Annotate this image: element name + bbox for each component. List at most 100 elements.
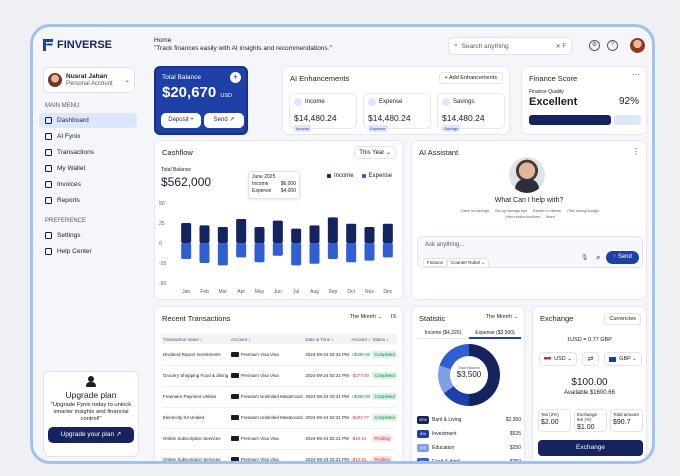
sidebar-item-settings[interactable]: Settings xyxy=(39,228,137,243)
header-avatar[interactable] xyxy=(630,38,645,53)
x-tick-label: May xyxy=(255,289,265,295)
expense-bar[interactable] xyxy=(254,243,265,263)
expense-bar[interactable] xyxy=(291,243,302,266)
to-currency-select[interactable]: GBP ⌄ xyxy=(604,352,642,366)
send-message-button[interactable]: ↑ Send xyxy=(606,251,639,264)
suggestion-chip[interactable]: View review invoices xyxy=(505,215,541,219)
expense-bar[interactable] xyxy=(272,243,283,256)
help-icon xyxy=(45,248,52,255)
column-header[interactable]: Amount ↕ xyxy=(349,334,371,344)
sidebar-item-label: Reports xyxy=(57,197,80,204)
preference-menu: Settings Help Center xyxy=(39,228,137,259)
expense-bar[interactable] xyxy=(346,243,357,263)
table-row[interactable]: Online Subscription Services Premium Visa… xyxy=(161,428,397,450)
column-header[interactable]: Date & Time ↕ xyxy=(303,334,350,344)
ask-input[interactable]: Ask anything... Finance Counter Rubel ⌄ … xyxy=(417,236,643,268)
exchange-amount[interactable]: $100.00 xyxy=(571,377,608,388)
help-icon[interactable]: ? xyxy=(607,40,618,51)
category-amount: $250 xyxy=(509,458,521,464)
expense-bar[interactable] xyxy=(309,243,320,264)
chart-tooltip: June 2025 Income $6,000 Expense $4,000 xyxy=(248,171,300,199)
expense-bar[interactable] xyxy=(199,243,210,263)
send-button[interactable]: Send ↗ xyxy=(204,113,244,128)
add-enhancements-button[interactable]: + Add Enhancements xyxy=(438,72,503,84)
expense-bar[interactable] xyxy=(217,243,228,266)
extra-filter[interactable]: IS xyxy=(390,314,396,320)
suggestion-chip[interactable]: More xyxy=(546,215,555,219)
enhancement-expense[interactable]: Expense $14,480.24 Expense xyxy=(363,93,431,133)
income-bar[interactable] xyxy=(382,223,393,243)
status-badge: Pending xyxy=(372,434,392,443)
income-bar[interactable] xyxy=(291,228,302,243)
sidebar-item-label: Help Center xyxy=(57,248,92,255)
income-bar[interactable] xyxy=(217,227,228,243)
upgrade-title: Upgrade plan xyxy=(65,390,117,400)
column-header[interactable]: Transaction name ↕ xyxy=(161,334,229,344)
enhancement-savings[interactable]: Savings $14,480.24 Savings xyxy=(437,93,505,133)
more-icon[interactable]: ··· xyxy=(632,70,640,79)
profile-switcher[interactable]: Nusrat Jahan Personal Account ⌄ xyxy=(43,67,135,93)
add-icon[interactable]: + xyxy=(230,72,241,83)
month-filter[interactable]: The Month ⌄ xyxy=(349,314,382,320)
income-bar[interactable] xyxy=(254,227,265,243)
expense-bar[interactable] xyxy=(181,243,192,259)
from-currency-select[interactable]: USD ⌄ xyxy=(539,352,577,366)
finance-chip[interactable]: Finance xyxy=(423,258,448,267)
expense-bar[interactable] xyxy=(364,243,375,261)
dashboard-icon xyxy=(45,117,52,124)
income-bar[interactable] xyxy=(199,225,210,243)
suggestion-chip[interactable]: Set up savings tips xyxy=(495,209,527,213)
transaction-name: Grocery Shopping Food & dining xyxy=(161,365,229,387)
income-bar[interactable] xyxy=(327,217,338,243)
income-bar[interactable] xyxy=(236,219,247,243)
sidebar-item-my-wallet[interactable]: My Wallet xyxy=(39,161,137,176)
sidebar-item-dashboard[interactable]: Dashboard xyxy=(39,113,137,128)
mic-icon[interactable]: 🎙 xyxy=(580,255,589,261)
sidebar-item-reports[interactable]: Reports xyxy=(39,193,137,208)
more-icon[interactable]: ⋮ xyxy=(632,147,640,156)
donut-label: Total balance xyxy=(457,366,481,370)
table-row[interactable]: Freenaire Payment Unities Freedom Unlimit… xyxy=(161,386,397,408)
suggestion-chip[interactable]: Explain to citizen xyxy=(532,209,562,213)
exchange-button[interactable]: Exchange xyxy=(538,440,643,456)
expense-bar[interactable] xyxy=(236,243,247,258)
model-select[interactable]: Counter Rubel ⌄ xyxy=(447,258,490,268)
column-header[interactable]: Status ↕ xyxy=(370,334,397,344)
suggestion-chip[interactable]: Save on savings xyxy=(461,209,490,213)
expense-bar[interactable] xyxy=(382,243,393,258)
currencies-button[interactable]: Currencies xyxy=(604,313,641,325)
table-row[interactable]: Dividend Report Investments Premium Visa … xyxy=(161,344,397,366)
suggestion-chip[interactable]: Fine tuning budget xyxy=(567,209,599,213)
table-row[interactable]: Electricity Kit Unitied Freedom Unlimited… xyxy=(161,407,397,429)
breadcrumb[interactable]: Home xyxy=(154,37,172,44)
income-bar[interactable] xyxy=(181,223,192,243)
sidebar-item-ai-fynix[interactable]: AI Fynix xyxy=(39,129,137,144)
deposit-button[interactable]: Deposit + xyxy=(161,113,201,128)
table-row[interactable]: Online Subscription Services Premium Visa… xyxy=(161,449,397,461)
attach-icon[interactable]: ⌀ xyxy=(596,255,600,261)
period-select[interactable]: This Year ⌄ xyxy=(354,146,396,159)
income-bar[interactable] xyxy=(272,220,283,243)
expense-bar[interactable] xyxy=(327,243,338,259)
income-bar[interactable] xyxy=(346,223,357,243)
category-percent: 6% xyxy=(417,457,429,461)
gear-icon[interactable]: ⚙ xyxy=(589,40,600,51)
swap-icon[interactable]: ⇄ xyxy=(582,352,599,366)
sidebar-item-transactions[interactable]: Transactions xyxy=(39,145,137,160)
tab-expense[interactable]: Expense ($3,500) xyxy=(469,328,521,339)
us-flag-icon xyxy=(544,356,552,362)
search-input[interactable]: ⌕ Search anything ✕ F xyxy=(448,37,572,55)
enhancement-name: Expense xyxy=(379,99,403,105)
tab-income[interactable]: Income ($4,320) xyxy=(417,328,469,339)
income-bar[interactable] xyxy=(309,225,320,243)
sidebar-item-invoices[interactable]: Invoices xyxy=(39,177,137,192)
upgrade-button[interactable]: Upgrade your plan ↗ xyxy=(48,427,134,443)
table-row[interactable]: Grocery Shopping Food & dining Premium Vi… xyxy=(161,365,397,387)
sidebar-item-help-center[interactable]: Help Center xyxy=(39,244,137,259)
enhancement-income[interactable]: Income $14,480.24 Income xyxy=(289,93,357,133)
donut-chart: Total balance $3,500 xyxy=(438,344,500,406)
month-filter[interactable]: The Month ⌄ xyxy=(485,314,518,320)
column-header[interactable]: Account ↕ xyxy=(228,334,304,344)
income-bar[interactable] xyxy=(364,227,375,243)
brand-logo[interactable]: FINVERSE xyxy=(39,33,137,57)
